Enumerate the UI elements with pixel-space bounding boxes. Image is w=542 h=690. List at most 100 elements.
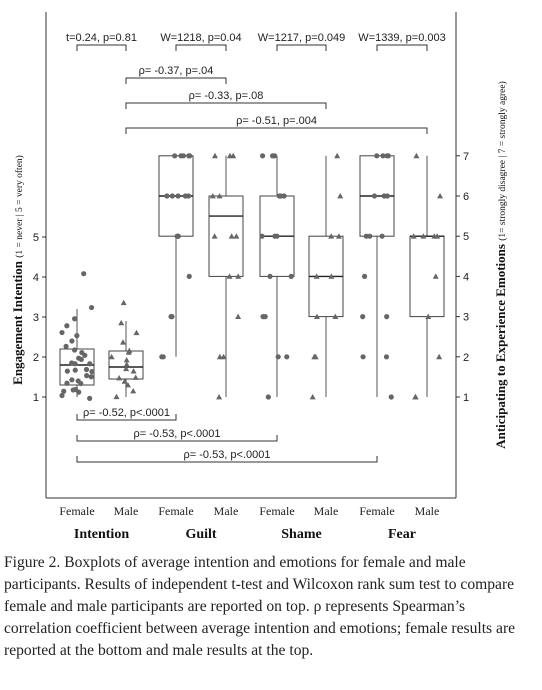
data-point — [309, 394, 316, 400]
data-point — [313, 273, 320, 279]
right-tick-label: 2 — [463, 352, 469, 364]
data-point — [216, 353, 223, 360]
data-point — [61, 388, 67, 394]
left-tick-label: 5 — [33, 232, 39, 244]
data-point — [120, 299, 127, 306]
data-point — [334, 152, 341, 159]
data-point — [133, 329, 140, 336]
top-bracket — [125, 102, 327, 109]
x-category-label: Male — [415, 504, 440, 518]
data-point — [413, 152, 420, 159]
data-point — [186, 153, 192, 159]
box-7 — [409, 152, 445, 400]
box-5 — [308, 152, 344, 400]
plot-frame — [45, 12, 457, 499]
data-point — [211, 152, 218, 159]
data-point — [123, 356, 130, 363]
top-bracket — [376, 44, 428, 51]
data-point — [437, 193, 444, 199]
box-3 — [208, 152, 244, 400]
data-point — [383, 354, 390, 360]
left-axis: 1 2 3 4 5 — [33, 232, 46, 404]
bottom-bracket — [76, 456, 378, 463]
data-point — [126, 347, 133, 353]
top-annotation-label: ρ= -0.33, p=.08 — [189, 90, 264, 102]
top-annotation-label: ρ= -0.51, p=.004 — [236, 115, 317, 127]
data-point — [226, 152, 233, 159]
data-point — [160, 354, 166, 360]
data-point — [124, 381, 131, 388]
data-point — [169, 193, 175, 199]
right-tick-label: 5 — [463, 231, 469, 243]
data-point — [81, 271, 87, 277]
data-point — [374, 153, 380, 159]
x-group-label: Shame — [281, 527, 321, 542]
top-bracket — [125, 127, 428, 134]
data-point — [274, 233, 280, 239]
box-1 — [108, 299, 144, 400]
right-axis-title: Anticipating to Experience Emotions (1= … — [493, 81, 508, 449]
right-axis-title-sub: (1= strongly disagree | 7 = strongly agr… — [497, 81, 508, 241]
data-point — [425, 313, 432, 319]
data-point — [72, 316, 78, 322]
data-point — [313, 313, 320, 319]
data-point — [175, 233, 181, 239]
data-point — [216, 394, 223, 400]
x-axis-labels: Female Male Female Male Female Male Female Male… — [59, 504, 439, 542]
left-axis-title-main: Engagement Intention — [10, 258, 25, 385]
data-point — [360, 314, 366, 320]
top-annotation-label: W=1339, p=0.003 — [358, 32, 445, 44]
data-point — [79, 349, 85, 356]
data-point — [380, 153, 386, 159]
data-point — [69, 338, 75, 344]
left-tick-label: 4 — [33, 272, 39, 284]
bottom-annotation-label: ρ= -0.53, p<.0001 — [134, 428, 221, 440]
right-tick-label: 1 — [463, 392, 469, 404]
data-point — [259, 233, 265, 239]
right-axis: 1 2 3 4 5 6 7 — [456, 151, 469, 404]
data-point — [235, 273, 242, 279]
left-tick-label: 2 — [33, 352, 39, 364]
data-point — [434, 233, 441, 239]
data-point — [337, 193, 344, 199]
data-point — [116, 374, 123, 381]
data-point — [363, 233, 369, 239]
data-point — [186, 273, 192, 279]
data-point — [384, 193, 390, 199]
left-tick-label: 1 — [33, 392, 39, 404]
data-point — [59, 392, 65, 399]
data-point — [262, 314, 268, 320]
right-tick-label: 4 — [463, 271, 469, 283]
right-axis-title-main: Anticipating to Experience Emotions — [493, 241, 508, 449]
data-point — [164, 193, 170, 199]
data-point — [182, 193, 188, 199]
data-point — [76, 355, 82, 361]
data-point — [267, 273, 273, 279]
data-point — [64, 323, 70, 329]
left-axis-title-sub: (1 = never | 5 = very often) — [14, 155, 25, 258]
x-category-label: Male — [314, 504, 339, 518]
left-axis-title: Engagement Intention (1 = never | 5 = ve… — [10, 155, 25, 385]
data-point — [361, 273, 368, 279]
data-point — [118, 319, 125, 326]
data-point — [209, 193, 216, 199]
boxplot-figure: 1 2 3 4 5 1 2 3 4 5 6 7 t=0.24, p=0.81 W=1218, p=0.… — [10, 12, 508, 542]
data-point — [211, 233, 218, 239]
data-point — [130, 368, 137, 374]
data-point — [113, 393, 120, 400]
data-point — [123, 365, 130, 372]
bottom-annotation-label: ρ= -0.52, p<.0001 — [83, 407, 170, 419]
data-point — [75, 378, 81, 384]
data-point — [108, 353, 115, 360]
data-point — [259, 153, 266, 159]
data-point — [275, 354, 281, 360]
data-point — [87, 395, 93, 401]
data-point — [410, 233, 417, 239]
data-point — [436, 353, 443, 360]
x-category-label: Male — [114, 504, 139, 518]
bottom-bracket — [76, 435, 278, 442]
top-bracket — [276, 44, 327, 51]
box-0 — [59, 271, 95, 401]
x-category-label: Female — [359, 504, 394, 518]
right-tick-label: 3 — [463, 312, 469, 324]
